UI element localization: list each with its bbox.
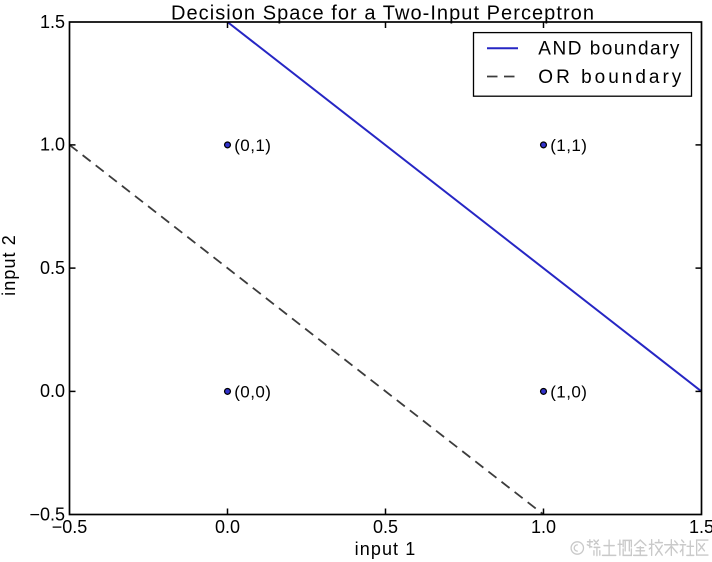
svg-text:input 2: input 2 (0, 234, 19, 296)
svg-text:1.0: 1.0 (40, 135, 65, 155)
svg-text:(0,0): (0,0) (234, 382, 271, 401)
svg-text:(0,1): (0,1) (234, 136, 271, 155)
svg-text:(1,0): (1,0) (550, 382, 587, 401)
svg-text:−0.5: −0.5 (29, 504, 65, 524)
svg-text:1.5: 1.5 (689, 517, 712, 537)
svg-text:input 1: input 1 (355, 539, 417, 559)
svg-text:Decision Space for a Two-Input: Decision Space for a Two-Input Perceptro… (171, 2, 595, 24)
svg-text:AND boundary: AND boundary (538, 39, 681, 60)
svg-text:−0.5: −0.5 (52, 517, 88, 537)
svg-text:0.5: 0.5 (40, 258, 65, 278)
svg-text:1.5: 1.5 (40, 12, 65, 32)
svg-text:(1,1): (1,1) (550, 136, 587, 155)
svg-text:1.0: 1.0 (531, 517, 556, 537)
svg-text:OR boundary: OR boundary (538, 67, 684, 88)
svg-text:0.0: 0.0 (215, 517, 240, 537)
svg-text:0.5: 0.5 (373, 517, 398, 537)
svg-text:0.0: 0.0 (40, 381, 65, 401)
